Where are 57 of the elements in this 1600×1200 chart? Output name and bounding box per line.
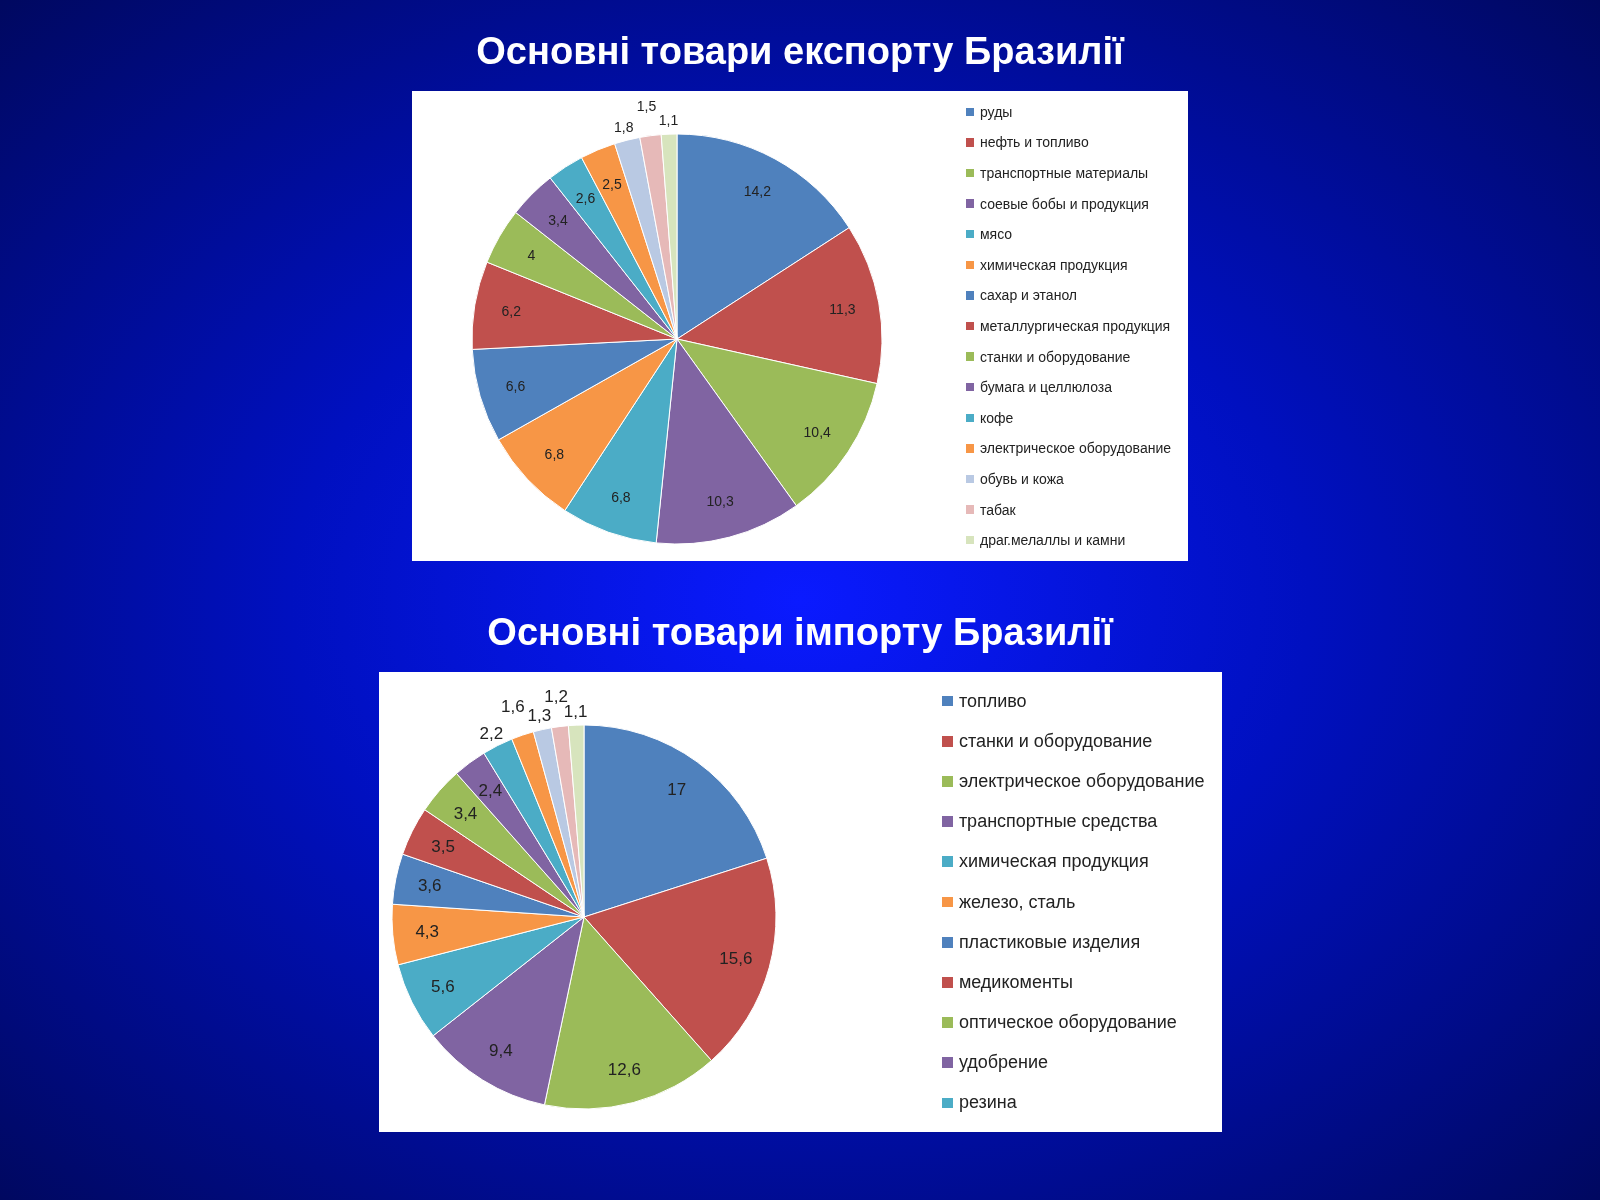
data-label: 4,3 xyxy=(414,922,439,942)
legend-label: станки и оборудование xyxy=(958,730,1153,752)
data-label: 6,2 xyxy=(501,303,522,320)
data-label: 5,6 xyxy=(430,977,455,997)
chart-title: Основні товари експорту Бразилії xyxy=(476,30,1124,73)
data-label: 3,4 xyxy=(453,803,477,823)
legend-label: металлургическая продукция xyxy=(979,318,1171,334)
legend-label: пластиковые изделия xyxy=(958,931,1141,953)
data-label: 11,3 xyxy=(829,301,856,318)
data-label: 10,3 xyxy=(706,493,735,510)
legend-label: химическая продукция xyxy=(958,851,1149,873)
legend-label: станки и оборудование xyxy=(979,348,1131,365)
data-label: 6,8 xyxy=(544,445,565,462)
legend-label: транспортные средства xyxy=(958,811,1158,833)
data-label: 2,6 xyxy=(575,189,596,206)
data-label: 1,5 xyxy=(636,97,657,114)
legend-label: электрическое оборудование xyxy=(958,770,1205,792)
legend-label: электрическое оборудование xyxy=(979,440,1171,457)
data-label: 1,1 xyxy=(563,701,587,721)
legend-label: соевые бобы и продукция xyxy=(979,195,1149,212)
legend-label: оптическое оборудование xyxy=(958,1012,1177,1034)
legend-label: сахар и этанол xyxy=(979,287,1078,304)
data-label: 2,5 xyxy=(602,175,622,192)
data-label: 6,6 xyxy=(505,377,526,394)
data-label: 1,1 xyxy=(658,112,679,129)
data-label: 3,5 xyxy=(430,837,455,857)
legend-label: табак xyxy=(979,501,1016,518)
data-label: 17 xyxy=(666,780,686,800)
legend-label: нефть и топливо xyxy=(979,134,1089,151)
legend-label: руды xyxy=(979,103,1013,120)
data-label: 2,4 xyxy=(478,780,502,800)
data-label: 3,6 xyxy=(417,876,442,896)
legend-label: медикоменты xyxy=(958,971,1074,993)
legend-label: драг.мелаллы и камни xyxy=(979,532,1126,549)
legend-label: удобрение xyxy=(958,1052,1049,1074)
data-label: 1,3 xyxy=(527,706,551,726)
legend-label: резина xyxy=(958,1092,1017,1114)
data-label: 3,4 xyxy=(548,212,568,229)
legend-label: топливо xyxy=(958,690,1027,712)
legend-label: обувь и кожа xyxy=(979,470,1064,487)
data-label: 14,2 xyxy=(743,183,772,200)
data-label: 10,4 xyxy=(803,423,832,440)
chart-title: Основні товари імпорту Бразилії xyxy=(487,611,1113,654)
data-label: 6,8 xyxy=(611,489,631,506)
legend-label: транспортные материалы xyxy=(979,165,1149,182)
legend-label: железо, сталь xyxy=(958,891,1076,913)
data-label: 1,8 xyxy=(613,118,634,135)
data-label: 9,4 xyxy=(488,1041,513,1061)
data-label: 15,6 xyxy=(718,949,752,968)
data-label: 12,6 xyxy=(607,1059,641,1079)
legend-label: кофе xyxy=(979,409,1014,426)
data-label: 1,6 xyxy=(500,697,525,717)
legend-label: бумага и целлюлоза xyxy=(979,379,1112,396)
legend-label: химическая продукция xyxy=(979,256,1128,273)
data-label: 4 xyxy=(527,246,536,263)
legend-label: мясо xyxy=(979,226,1013,243)
data-label: 2,2 xyxy=(478,723,503,743)
